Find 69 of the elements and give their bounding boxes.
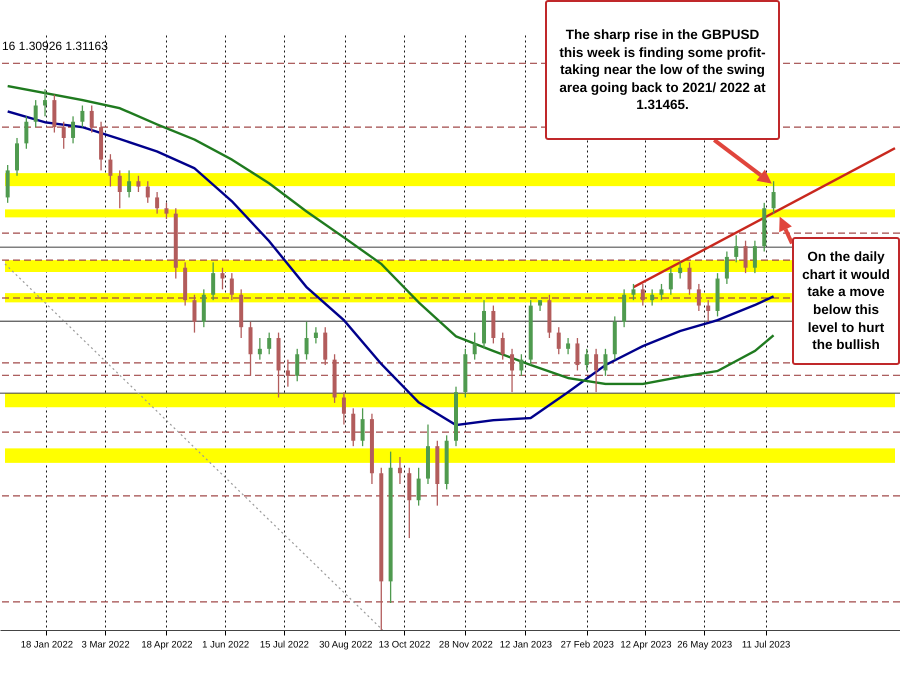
candlestick (556, 326, 561, 355)
callout-box: The sharp rise in the GBPUSD this week is finding some profit-taking near the low of the swing area going back to 2021/ 2022 at 1.31465. (545, 0, 780, 140)
candlestick (659, 283, 664, 301)
candlestick (62, 121, 66, 150)
candlestick (631, 283, 636, 301)
candlestick (118, 170, 122, 209)
candlestick (230, 272, 234, 301)
x-tick-label: 18 Jan 2022 (20, 640, 74, 650)
candlestick (314, 326, 318, 344)
candlestick (164, 202, 168, 220)
candlestick (24, 116, 28, 150)
candlestick (108, 154, 112, 188)
candlestick (146, 180, 150, 204)
candlestick (43, 88, 48, 117)
candlestick (510, 348, 514, 393)
candlestick (136, 175, 140, 193)
candlestick (724, 250, 729, 285)
candlestick (650, 288, 654, 306)
candlestick (211, 262, 216, 301)
candlestick (668, 267, 673, 296)
candlestick (416, 467, 421, 506)
candlestick (360, 408, 365, 447)
candlestick (71, 116, 76, 144)
x-tick-label: 18 Apr 2022 (141, 640, 193, 650)
candlestick (304, 321, 309, 360)
x-tick-label: 3 Mar 2022 (82, 640, 130, 650)
candlestick (584, 348, 589, 372)
candlestick (34, 99, 38, 128)
candlestick (772, 180, 776, 214)
candlestick (752, 240, 757, 274)
x-tick-label: 30 Aug 2022 (319, 640, 372, 650)
candlestick (286, 358, 290, 388)
x-tick-label: 28 Nov 2022 (438, 640, 493, 650)
x-tick-label: 13 Oct 2022 (378, 640, 430, 650)
candlestick (90, 104, 94, 134)
candlestick (688, 262, 692, 296)
callout-box: On the daily chart it would take a move below this level to hurt the bullish (792, 237, 900, 365)
candlestick (295, 348, 300, 382)
candlestick (220, 267, 224, 290)
candlestick (744, 240, 748, 274)
candlestick (538, 300, 542, 312)
candlestick (696, 283, 701, 312)
candlestick (566, 337, 570, 355)
candlestick (640, 283, 645, 306)
candlestick (734, 234, 738, 263)
candlestick (603, 348, 608, 377)
candlestick (80, 104, 84, 128)
candlestick (519, 354, 524, 377)
candlestick (258, 337, 262, 360)
candlestick (500, 332, 505, 360)
candlestick (192, 294, 196, 334)
x-tick-label: 1 Jun 2022 (202, 640, 250, 650)
candlestick (472, 332, 477, 360)
x-tick-label: 11 Jul 2023 (742, 640, 790, 650)
candlestick (342, 391, 346, 426)
text: 16 1.30926 1.31163 (2, 39, 108, 53)
x-tick-label: 12 Jan 2023 (500, 640, 552, 650)
candlestick (594, 348, 598, 393)
candlestick (155, 191, 160, 214)
candlestick (127, 170, 132, 198)
x-tick-label: 27 Feb 2023 (560, 640, 614, 650)
candlestick (575, 337, 580, 372)
x-tick-label: 26 May 2023 (677, 640, 732, 650)
x-tick-label: 15 Jul 2022 (260, 640, 309, 650)
x-tick-label: 12 Apr 2023 (620, 640, 672, 650)
candlestick (678, 262, 682, 280)
candlestick (398, 456, 402, 485)
candlestick (267, 332, 272, 355)
candlestick (706, 300, 710, 322)
